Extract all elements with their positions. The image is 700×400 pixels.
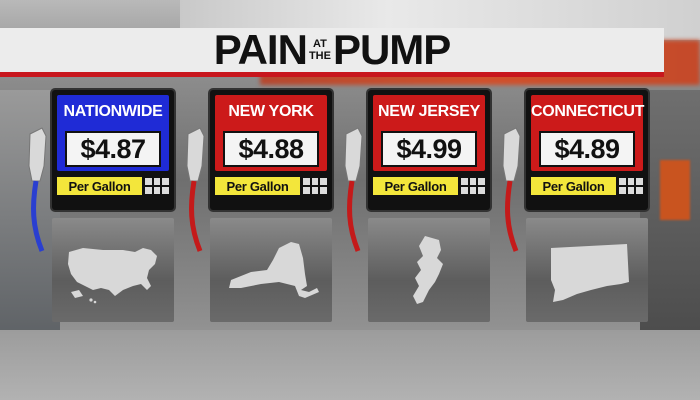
pump-card-nationwide: NATIONWIDE $4.87 Per Gallon	[28, 90, 174, 322]
title-part-pump: PUMP	[332, 26, 451, 73]
usa-map-icon	[68, 248, 157, 304]
price-sign: NEW JERSEY $4.99 Per Gallon	[368, 90, 490, 210]
keypad-icon	[619, 178, 643, 194]
fuel-nozzle-icon	[28, 127, 47, 252]
pump-body	[210, 218, 332, 322]
region-label: CONNECTICUT	[531, 103, 645, 120]
sign-header: NATIONWIDE $4.87	[57, 95, 169, 171]
title-part-pain: PAIN	[213, 26, 308, 73]
region-label: NATIONWIDE	[63, 103, 163, 120]
keypad-icon	[461, 178, 485, 194]
sign-header: CONNECTICUT $4.89	[531, 95, 645, 171]
title-banner: PAIN AT THE PUMP	[0, 28, 664, 77]
background-building-right	[640, 90, 700, 350]
background-building-left	[0, 90, 60, 350]
title-small-stack: AT THE	[309, 38, 331, 62]
new-jersey-map-icon	[413, 236, 443, 304]
page-title: PAIN AT THE PUMP	[0, 28, 664, 72]
background-ground	[0, 330, 700, 400]
pump-card-connecticut: CONNECTICUT $4.89 Per Gallon	[502, 90, 648, 322]
new-york-map-icon	[229, 242, 319, 298]
price-sign: NATIONWIDE $4.87 Per Gallon	[52, 90, 174, 210]
per-gallon-label: Per Gallon	[215, 177, 300, 195]
fuel-nozzle-icon	[186, 127, 205, 252]
pump-body	[52, 218, 174, 322]
region-label: NEW YORK	[228, 103, 314, 120]
keypad-icon	[303, 178, 327, 194]
background-orange-block	[660, 160, 690, 220]
pump-card-new-york: NEW YORK $4.88 Per Gallon	[186, 90, 332, 322]
per-gallon-label: Per Gallon	[57, 177, 142, 195]
price-sign: CONNECTICUT $4.89 Per Gallon	[526, 90, 648, 210]
sign-header: NEW JERSEY $4.99	[373, 95, 485, 171]
pump-body	[526, 218, 648, 322]
title-small-the: THE	[308, 50, 331, 62]
sign-header: NEW YORK $4.88	[215, 95, 327, 171]
connecticut-map-icon	[551, 244, 629, 302]
pump-body	[368, 218, 490, 322]
per-gallon-label: Per Gallon	[373, 177, 458, 195]
title-small-at: AT	[313, 38, 327, 50]
region-label: NEW JERSEY	[378, 103, 480, 120]
per-gallon-label: Per Gallon	[531, 177, 616, 195]
price-sign: NEW YORK $4.88 Per Gallon	[210, 90, 332, 210]
gas-price: $4.87	[65, 131, 161, 167]
gas-price: $4.99	[381, 131, 477, 167]
keypad-icon	[145, 178, 169, 194]
pump-card-new-jersey: NEW JERSEY $4.99 Per Gallon	[344, 90, 490, 322]
gas-price: $4.88	[223, 131, 319, 167]
gas-price: $4.89	[539, 131, 635, 167]
fuel-nozzle-icon	[344, 127, 363, 252]
fuel-nozzle-icon	[502, 127, 521, 252]
